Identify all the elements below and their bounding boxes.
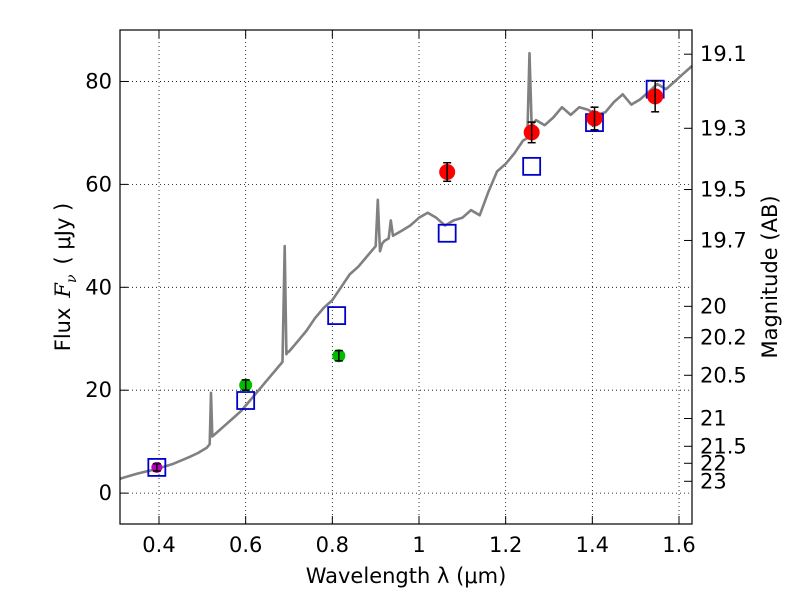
mag-tick-label: 20 [700, 294, 727, 318]
mag-tick-label: 20.2 [700, 326, 747, 350]
grid [120, 30, 692, 524]
x-tick-label: 0.8 [316, 533, 349, 557]
ticks: 0.4 0.6 0.8 1 1.2 1.4 1.6 0 20 40 60 80 19.1 19.3 19.5… [85, 30, 747, 557]
model-square [236, 391, 256, 410]
mag-tick-label: 21 [700, 407, 727, 431]
x-tick-label: 0.6 [229, 533, 262, 557]
y-tick-label: 40 [85, 275, 112, 299]
spectrum-line [119, 51, 693, 480]
y-tick-label: 0 [99, 481, 112, 505]
y-tick-label: 80 [85, 69, 112, 93]
mag-tick-label: 19.5 [700, 178, 747, 202]
y-axis-label-units: ( μJy ) [51, 203, 75, 265]
x-tick-label: 1.2 [489, 533, 522, 557]
y-axis-label-prefix: Flux [51, 308, 75, 352]
model-square [327, 306, 347, 325]
x-tick-label: 1 [412, 533, 425, 557]
y-tick-label: 60 [85, 172, 112, 196]
mag-tick-label: 20.5 [700, 363, 747, 387]
x-tick-label: 1.6 [662, 533, 695, 557]
y-axis-label-symbol: F [51, 282, 75, 299]
y-axis-label: Flux Fν ( μJy ) [51, 203, 80, 351]
mag-tick-label: 22 [700, 451, 727, 475]
spectrum-layer [119, 51, 693, 480]
plot-frame [119, 29, 693, 525]
x-tick-label: 0.4 [142, 533, 175, 557]
model-square [522, 156, 542, 176]
mag-tick-label: 23 [700, 469, 727, 493]
model-square [147, 457, 167, 477]
y-tick-label: 20 [85, 378, 112, 402]
y-axis-label-subscript: ν [64, 274, 80, 283]
mag-tick-label: 19.7 [700, 228, 747, 252]
mag-tick-label: 19.3 [700, 116, 747, 140]
plot-background [120, 30, 692, 524]
data-marks [147, 79, 665, 477]
mag-tick-label: 21.5 [700, 434, 747, 458]
y2-axis-label: Magnitude (AB) [758, 195, 782, 358]
x-axis-label: Wavelength λ (μm) [306, 564, 507, 588]
mag-tick-label: 19.1 [700, 42, 747, 66]
model-square [437, 223, 457, 243]
x-tick-label: 1.4 [576, 533, 609, 557]
